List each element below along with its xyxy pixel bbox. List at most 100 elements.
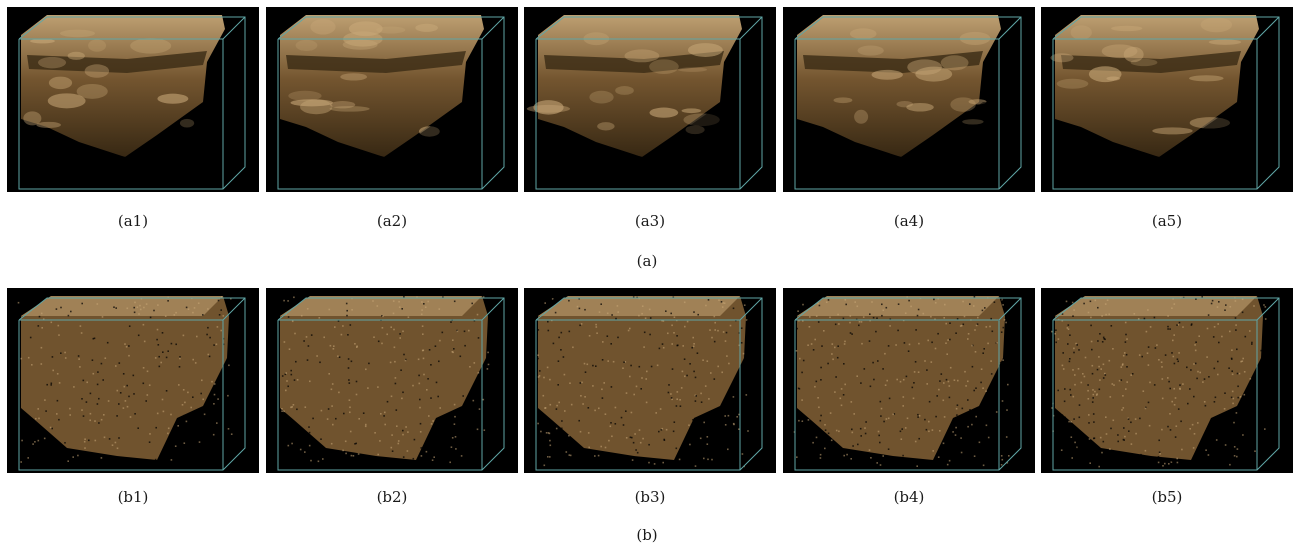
tissue-highlight <box>48 76 73 90</box>
caption-b3: (b3) <box>634 488 666 506</box>
speckle <box>1087 398 1090 400</box>
speckle <box>587 407 590 409</box>
speckle <box>1127 418 1130 420</box>
speckle <box>293 300 295 303</box>
speckle <box>187 308 190 310</box>
speckle <box>136 306 139 309</box>
speckle <box>1055 341 1057 344</box>
speckle <box>177 425 179 427</box>
speckle <box>330 442 333 445</box>
speckle <box>217 414 219 417</box>
speckle <box>797 310 799 312</box>
speckle <box>358 418 360 420</box>
speckle <box>630 364 632 367</box>
speckle <box>974 329 976 331</box>
speckle <box>453 403 456 406</box>
speckle <box>428 461 430 464</box>
speckle <box>642 462 645 465</box>
speckle <box>879 464 882 466</box>
speckle <box>631 459 634 461</box>
speckle <box>1113 384 1115 386</box>
speckle <box>1193 363 1195 365</box>
speckle <box>1236 455 1238 458</box>
speckle <box>635 385 638 388</box>
speckle <box>930 361 933 363</box>
speckle <box>860 382 862 384</box>
speckle <box>971 423 973 426</box>
speckle <box>622 424 625 426</box>
speckle <box>399 333 401 335</box>
speckle <box>390 446 393 449</box>
speckle <box>568 330 571 333</box>
speckle <box>1098 365 1100 368</box>
speckle <box>1149 381 1151 384</box>
speckle <box>1180 420 1182 423</box>
speckle <box>649 333 651 336</box>
speckle <box>580 323 583 325</box>
speckle <box>1168 463 1170 465</box>
speckle <box>455 448 457 450</box>
tissue-highlight <box>76 83 108 99</box>
speckle <box>539 370 541 372</box>
tissue-highlight <box>833 97 853 104</box>
speckle <box>925 428 928 431</box>
speckle <box>611 314 613 316</box>
bounding-box-outline <box>794 297 1022 471</box>
speckle <box>904 312 907 314</box>
speckle <box>125 346 128 348</box>
shadow-fade <box>266 102 501 192</box>
speckle <box>331 405 333 407</box>
speckle <box>98 422 100 424</box>
speckle <box>965 465 968 468</box>
speckle <box>1092 389 1094 391</box>
speckle <box>1090 340 1093 343</box>
speckle <box>393 346 396 349</box>
tissue-highlight <box>624 49 660 63</box>
speckle <box>846 459 848 461</box>
speckle <box>337 355 339 357</box>
speckle <box>463 330 466 333</box>
speckle <box>116 389 119 392</box>
speckle <box>540 430 542 433</box>
speckle <box>1145 406 1147 409</box>
speckle <box>319 361 321 364</box>
speckle <box>582 403 584 405</box>
speckle <box>908 299 910 302</box>
speckle <box>21 439 23 442</box>
speckle <box>864 432 867 435</box>
speckle <box>864 427 866 429</box>
speckle <box>973 389 975 392</box>
speckle <box>401 308 403 310</box>
speckle <box>967 333 970 335</box>
speckle <box>116 415 118 417</box>
speckle <box>560 331 563 334</box>
speckle <box>206 333 208 336</box>
speckle <box>673 332 675 334</box>
speckle <box>1111 383 1114 385</box>
speckle <box>192 311 194 314</box>
speckle <box>386 333 388 336</box>
speckle <box>433 456 435 458</box>
speckle <box>1241 360 1244 362</box>
tissue-fold <box>544 51 724 73</box>
speckle <box>1173 303 1176 305</box>
speckle <box>287 385 289 388</box>
speckle <box>294 332 296 335</box>
speckle <box>728 440 730 442</box>
speckle <box>1231 370 1233 372</box>
speckle <box>587 432 590 434</box>
speckle <box>1008 455 1010 457</box>
speckle <box>924 418 926 421</box>
speckle <box>469 366 471 368</box>
speckle <box>143 306 145 309</box>
speckle <box>170 459 173 461</box>
caption-b1: (b1) <box>117 488 149 506</box>
speckle <box>124 400 127 402</box>
speckle <box>551 298 554 300</box>
speckle <box>84 438 86 440</box>
speckle <box>1177 408 1180 410</box>
speckle <box>913 382 915 384</box>
speckle <box>1065 300 1068 303</box>
speckle <box>1067 328 1070 330</box>
speckle <box>1263 371 1266 374</box>
